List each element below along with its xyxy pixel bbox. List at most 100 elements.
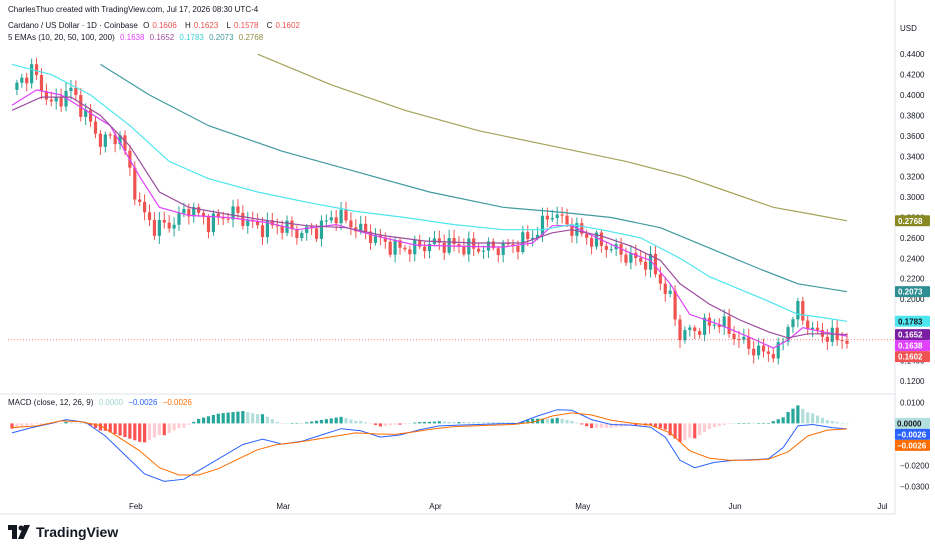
- macd-histogram-bar: [314, 420, 319, 424]
- macd-histogram-bar: [648, 423, 653, 426]
- candle-body: [133, 167, 137, 200]
- candle-body: [359, 223, 363, 232]
- macd-histogram-bar: [766, 422, 771, 424]
- macd-histogram-bar: [786, 411, 790, 424]
- time-tick-label: Feb: [129, 502, 143, 511]
- macd-histogram-bar: [526, 420, 530, 424]
- candle-body: [192, 207, 196, 217]
- candle-body: [211, 213, 215, 233]
- candle-body: [373, 234, 378, 243]
- candle-body: [732, 333, 736, 340]
- ema200-badge-label: 0.2768: [898, 217, 923, 226]
- symbol-legend[interactable]: Cardano / US Dollar · 1D · Coinbase O 0.1…: [8, 21, 300, 30]
- candle-body: [565, 215, 569, 225]
- candle-body: [368, 231, 373, 243]
- macd-histogram-bar: [201, 417, 206, 424]
- macd-histogram-bar: [432, 421, 437, 424]
- macd-histogram-bar: [796, 405, 800, 424]
- candle-body: [314, 228, 319, 239]
- candle-body: [236, 206, 240, 213]
- macd-histogram-bar: [103, 423, 107, 431]
- ema10-badge: [895, 340, 930, 352]
- macd-histogram-bar: [437, 421, 441, 424]
- macd-histogram-bar: [157, 423, 161, 436]
- macd-histogram-bar: [614, 423, 618, 428]
- macd-histogram-bar: [241, 411, 245, 424]
- macd-histogram-bar: [197, 418, 201, 424]
- macd-histogram-bar: [246, 412, 250, 424]
- macd-histogram-bar: [747, 422, 751, 424]
- macd-histogram-bar: [693, 423, 697, 439]
- candle-body: [644, 261, 648, 270]
- macd-signal-value: −0.0026: [162, 398, 192, 407]
- macd-histogram-bar: [172, 423, 176, 431]
- macd-histogram-bar: [39, 423, 44, 424]
- candle-body: [226, 218, 230, 220]
- macd-histogram-bar: [206, 416, 211, 424]
- candle-body: [255, 221, 260, 226]
- macd-histogram-bar: [364, 422, 368, 424]
- candle-body: [231, 206, 235, 220]
- candle-body: [840, 340, 844, 342]
- macd-histogram-bar: [462, 422, 466, 424]
- ema10-value: 0.1638: [119, 33, 145, 42]
- macd-histogram-bar: [756, 423, 761, 424]
- ema-legend[interactable]: 5 EMAs (10, 20, 50, 100, 200) 0.1638 0.1…: [8, 33, 266, 42]
- candle-body: [811, 327, 815, 330]
- candle-body: [319, 220, 324, 239]
- macd-histogram-bar: [634, 423, 638, 426]
- macd-legend[interactable]: MACD (close, 12, 26, 9) 0.0000 −0.0026 −…: [8, 398, 195, 407]
- candle-body: [653, 253, 658, 275]
- candle-body: [747, 336, 751, 349]
- candle-body: [123, 135, 127, 151]
- candle-body: [422, 246, 427, 252]
- candle-body: [246, 219, 250, 226]
- candle-body: [413, 240, 417, 255]
- macd-histogram-bar: [398, 423, 402, 425]
- macd-histogram-bar: [580, 423, 584, 425]
- macd-histogram-bar: [118, 423, 122, 436]
- macd-histogram-bar: [575, 422, 579, 424]
- candle-body: [324, 220, 328, 222]
- candle-body: [575, 223, 579, 236]
- macd-histogram-bar: [378, 423, 382, 427]
- candle-body: [118, 135, 122, 145]
- candle-body: [172, 224, 176, 229]
- macd-histogram-bar: [177, 423, 181, 429]
- last-price-badge: [895, 351, 930, 363]
- price-tick-label: 0.3400: [900, 152, 925, 161]
- macd-histogram-bar: [413, 422, 417, 424]
- macd-histogram-bar: [491, 422, 495, 424]
- candle-body: [477, 248, 481, 252]
- candle-body: [74, 87, 78, 96]
- candle-body: [418, 240, 422, 247]
- candle-body: [364, 223, 368, 232]
- candle-body: [786, 327, 790, 342]
- macd-histogram-bar: [211, 414, 215, 424]
- macd-histogram-bar: [54, 423, 58, 424]
- candle-body: [84, 109, 88, 117]
- candle-body: [378, 234, 382, 238]
- candle-body: [197, 207, 201, 213]
- candle-body: [138, 199, 142, 202]
- time-tick-label: Mar: [276, 502, 290, 511]
- macd-histogram-bar: [845, 423, 849, 424]
- candle-body: [442, 242, 446, 253]
- ema100-badge: [895, 286, 930, 298]
- tradingview-logo[interactable]: TradingView: [8, 524, 118, 540]
- macd-histogram-bar: [10, 423, 14, 429]
- ema50-value: 0.1783: [179, 33, 204, 42]
- macd-histogram-bar: [663, 423, 667, 430]
- candle-body: [339, 209, 343, 224]
- price-tick-label: 0.2600: [900, 234, 925, 243]
- macd-histogram-bar: [359, 421, 363, 424]
- candle-body: [437, 238, 441, 243]
- candle-body: [481, 250, 486, 252]
- candle-body: [147, 212, 152, 221]
- macd-histogram-bar: [683, 423, 687, 440]
- macd-histogram-bar: [20, 423, 24, 427]
- macd-hist-badge-label: 0.0000: [897, 419, 922, 428]
- candle-body: [693, 327, 697, 332]
- macd-histogram-bar: [815, 415, 820, 424]
